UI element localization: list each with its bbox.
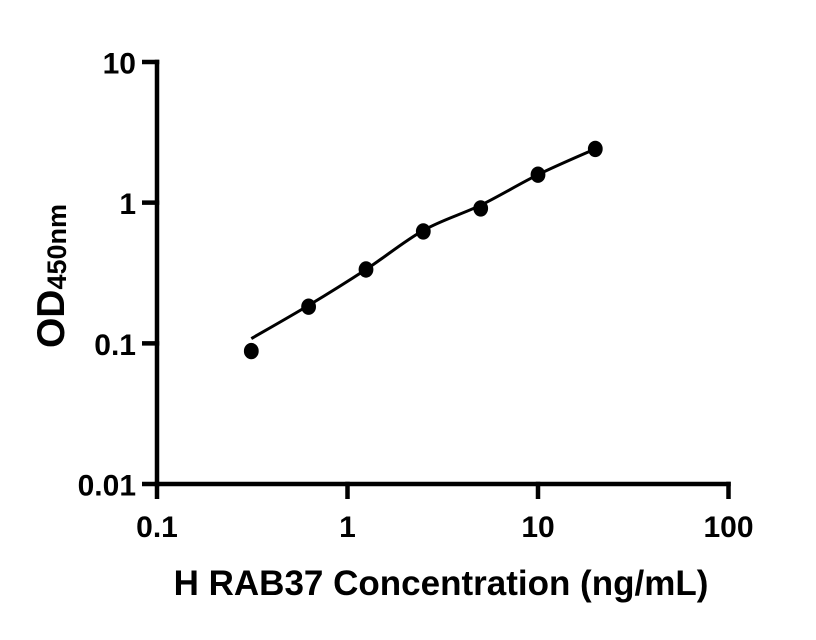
x-tick-label: 1: [339, 511, 356, 544]
data-point: [587, 140, 603, 158]
axes: [142, 59, 731, 499]
x-axis-title: H RAB37 Concentration (ng/mL): [174, 564, 709, 603]
y-tick-label: 10: [103, 47, 136, 80]
x-tick-label: 10: [521, 511, 554, 544]
data-point: [243, 342, 259, 360]
y-tick-label: 1: [119, 188, 136, 221]
x-tick-label: 100: [703, 511, 753, 544]
y-tick-label: 0.1: [94, 329, 136, 362]
series-standard-curve: [243, 140, 603, 360]
y-axis-title-sub: 450nm: [42, 204, 72, 290]
data-point: [530, 166, 546, 183]
y-axis-title-main: OD: [30, 290, 73, 349]
y-tick-label: 0.01: [78, 470, 136, 503]
data-point: [415, 223, 431, 240]
data-point: [301, 298, 316, 315]
data-point: [358, 261, 374, 278]
data-point: [473, 200, 489, 217]
x-tick-label: 0.1: [136, 511, 178, 544]
y-axis-title: OD450nm: [30, 204, 73, 348]
